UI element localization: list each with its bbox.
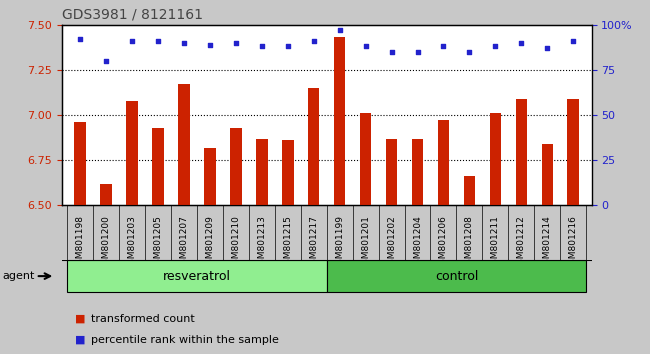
Point bbox=[412, 49, 423, 55]
Text: GSM801212: GSM801212 bbox=[517, 215, 526, 270]
Bar bbox=[567, 99, 579, 205]
Bar bbox=[437, 120, 449, 205]
Point bbox=[490, 44, 501, 49]
Point bbox=[568, 38, 578, 44]
Point bbox=[438, 44, 448, 49]
Text: GSM801198: GSM801198 bbox=[75, 215, 84, 270]
Bar bbox=[385, 138, 397, 205]
Text: GSM801205: GSM801205 bbox=[153, 215, 162, 270]
Point bbox=[75, 36, 85, 42]
Point bbox=[516, 40, 526, 46]
Bar bbox=[327, 260, 586, 292]
Point bbox=[179, 40, 189, 46]
Text: GSM801207: GSM801207 bbox=[179, 215, 188, 270]
Text: GSM801208: GSM801208 bbox=[465, 215, 474, 270]
Bar bbox=[178, 84, 190, 205]
Bar bbox=[100, 184, 112, 205]
Text: resveratrol: resveratrol bbox=[162, 270, 231, 282]
Text: GSM801199: GSM801199 bbox=[335, 215, 344, 270]
Bar bbox=[359, 113, 371, 205]
Point bbox=[360, 44, 370, 49]
Text: percentile rank within the sample: percentile rank within the sample bbox=[91, 335, 279, 345]
Bar bbox=[308, 88, 320, 205]
Bar bbox=[541, 144, 553, 205]
Text: GSM801216: GSM801216 bbox=[569, 215, 578, 270]
Text: GSM801206: GSM801206 bbox=[439, 215, 448, 270]
Text: transformed count: transformed count bbox=[91, 314, 195, 324]
Text: control: control bbox=[435, 270, 478, 282]
Bar bbox=[489, 113, 501, 205]
Point bbox=[101, 58, 111, 64]
Text: ■: ■ bbox=[75, 335, 85, 345]
Point bbox=[283, 44, 293, 49]
Bar bbox=[411, 138, 423, 205]
Point bbox=[127, 38, 137, 44]
Bar bbox=[463, 176, 475, 205]
Bar bbox=[282, 140, 294, 205]
Point bbox=[309, 38, 319, 44]
Bar bbox=[152, 128, 164, 205]
Text: GSM801203: GSM801203 bbox=[127, 215, 136, 270]
Point bbox=[231, 40, 241, 46]
Point bbox=[334, 27, 345, 33]
Bar bbox=[126, 101, 138, 205]
Bar bbox=[67, 260, 327, 292]
Text: GSM801209: GSM801209 bbox=[205, 215, 214, 270]
Point bbox=[205, 42, 215, 47]
Text: GSM801211: GSM801211 bbox=[491, 215, 500, 270]
Text: GSM801200: GSM801200 bbox=[101, 215, 111, 270]
Text: GSM801204: GSM801204 bbox=[413, 215, 422, 270]
Bar bbox=[515, 99, 527, 205]
Text: GSM801210: GSM801210 bbox=[231, 215, 240, 270]
Point bbox=[257, 44, 267, 49]
Text: GSM801214: GSM801214 bbox=[543, 215, 552, 270]
Point bbox=[153, 38, 163, 44]
Text: GSM801202: GSM801202 bbox=[387, 215, 396, 270]
Text: GDS3981 / 8121161: GDS3981 / 8121161 bbox=[62, 7, 203, 21]
Text: agent: agent bbox=[2, 271, 34, 281]
Text: GSM801217: GSM801217 bbox=[309, 215, 318, 270]
Point bbox=[386, 49, 396, 55]
Point bbox=[464, 49, 474, 55]
Bar bbox=[204, 148, 216, 205]
Text: ■: ■ bbox=[75, 314, 85, 324]
Bar bbox=[333, 38, 345, 205]
Text: GSM801215: GSM801215 bbox=[283, 215, 292, 270]
Text: GSM801201: GSM801201 bbox=[361, 215, 370, 270]
Point bbox=[542, 45, 552, 51]
Bar bbox=[230, 128, 242, 205]
Bar bbox=[74, 122, 86, 205]
Text: GSM801213: GSM801213 bbox=[257, 215, 266, 270]
Bar bbox=[256, 138, 268, 205]
